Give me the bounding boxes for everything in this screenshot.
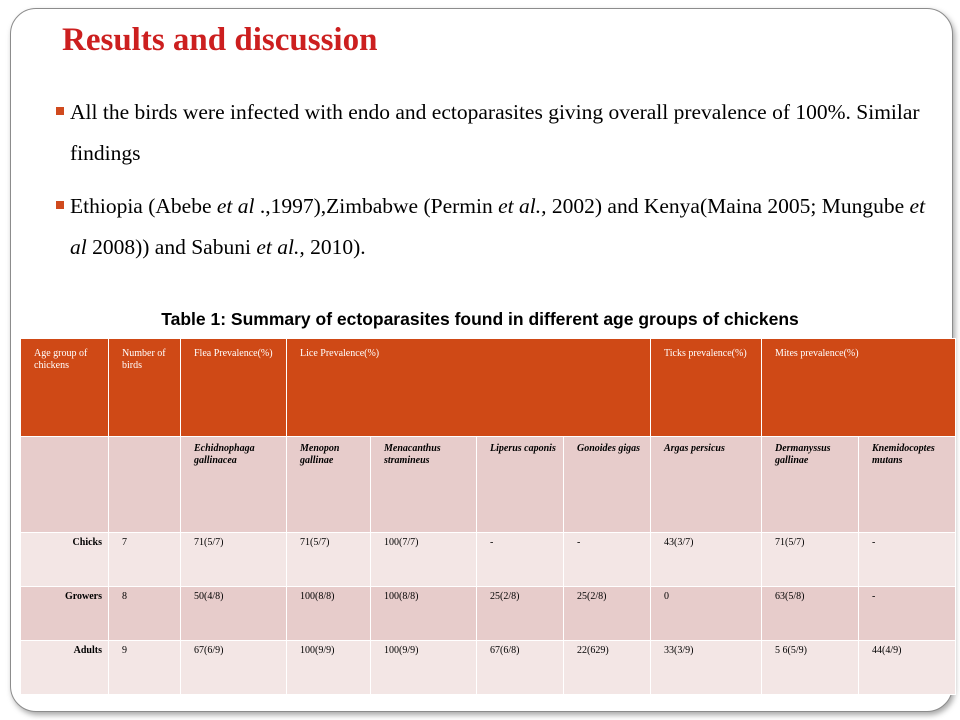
bird-count-cell: 8 (108, 586, 181, 641)
species-cell-empty (20, 436, 109, 533)
header-lice-prevalence: Lice Prevalence(%) (286, 338, 651, 437)
age-group-cell: Chicks (20, 532, 109, 587)
prevalence-cell: 71(5/7) (761, 532, 859, 587)
prevalence-cell: 25(2/8) (563, 586, 651, 641)
species-name: Menacanthus stramineus (370, 436, 477, 533)
species-name: Liperus caponis (476, 436, 564, 533)
bullet-item-2: Ethiopia (Abebe et al .,1997),Zimbabwe (… (40, 186, 945, 268)
prevalence-cell: 100(7/7) (370, 532, 477, 587)
table-caption: Table 1: Summary of ectoparasites found … (161, 309, 799, 329)
prevalence-cell: 67(6/8) (476, 640, 564, 695)
prevalence-cell: 44(4/9) (857, 640, 957, 695)
age-group-cell: Adults (20, 640, 109, 695)
prevalence-cell: 22(629) (563, 640, 651, 695)
bullet-text-part: Ethiopia (Abebe (70, 194, 217, 218)
prevalence-cell: 50(4/8) (180, 586, 287, 641)
bullet-item-1: All the birds were infected with endo an… (40, 92, 945, 174)
bullet-text: All the birds were infected with endo an… (70, 100, 920, 165)
citation-italic: et al., (498, 194, 547, 218)
citation-italic: et al., (256, 235, 305, 259)
table-row: Adults 9 67(6/9) 100(9/9) 100(9/9) 67(6/… (20, 640, 957, 695)
header-age-group: Age group of chickens (20, 338, 109, 437)
table-row: Growers 8 50(4/8) 100(8/8) 100(8/8) 25(2… (20, 586, 957, 641)
species-name: Gonoides gigas (563, 436, 651, 533)
prevalence-cell: 100(8/8) (286, 586, 371, 641)
square-bullet-icon (56, 201, 64, 209)
prevalence-cell: 71(5/7) (180, 532, 287, 587)
prevalence-cell: 100(9/9) (370, 640, 477, 695)
citation-italic: et al (70, 194, 926, 259)
species-name: Menopon gallinae (286, 436, 371, 533)
bullet-text-part: 2008)) and Sabuni (86, 235, 257, 259)
bullet-list: All the birds were infected with endo an… (40, 92, 945, 280)
species-name: Echidnophaga gallinacea (180, 436, 287, 533)
prevalence-cell: - (857, 532, 957, 587)
table-header-row: Age group of chickens Number of birds Fl… (20, 338, 957, 437)
prevalence-cell: 33(3/9) (650, 640, 762, 695)
square-bullet-icon (56, 107, 64, 115)
bullet-text-part: 2002) and Kenya(Maina 2005; Mungube (546, 194, 910, 218)
bullet-text-part: .,1997),Zimbabwe (Permin (254, 194, 499, 218)
prevalence-cell: 63(5/8) (761, 586, 859, 641)
slide-title: Results and discussion (62, 22, 378, 58)
header-flea-prevalence: Flea Prevalence(%) (180, 338, 287, 437)
prevalence-cell: 0 (650, 586, 762, 641)
age-group-cell: Growers (20, 586, 109, 641)
header-ticks-prevalence: Ticks prevalence(%) (650, 338, 762, 437)
prevalence-cell: 100(8/8) (370, 586, 477, 641)
prevalence-cell: 25(2/8) (476, 586, 564, 641)
header-mites-prevalence: Mites prevalence(%) (760, 338, 957, 437)
bird-count-cell: 7 (108, 532, 181, 587)
prevalence-cell: - (857, 586, 957, 641)
citation-italic: et al (216, 194, 255, 218)
table-row: Chicks 7 71(5/7) 71(5/7) 100(7/7) - - 43… (20, 532, 957, 587)
species-name: Argas persicus (650, 436, 762, 533)
species-name: Knemidocoptes mutans (857, 436, 957, 533)
prevalence-cell: 100(9/9) (286, 640, 371, 695)
table-species-row: Echidnophaga gallinacea Menopon gallinae… (20, 436, 957, 533)
prevalence-cell: - (476, 532, 564, 587)
bullet-text-part: 2010). (304, 235, 366, 259)
species-cell-empty (108, 436, 181, 533)
bird-count-cell: 9 (108, 640, 181, 695)
prevalence-cell: 67(6/9) (180, 640, 287, 695)
prevalence-cell: 5 6(5/9) (761, 640, 859, 695)
prevalence-cell: 71(5/7) (286, 532, 371, 587)
header-number-of-birds: Number of birds (108, 338, 181, 437)
prevalence-cell: 43(3/7) (650, 532, 762, 587)
species-name: Dermanyssus gallinae (761, 436, 859, 533)
prevalence-cell: - (563, 532, 651, 587)
ectoparasite-table: Age group of chickens Number of birds Fl… (20, 338, 957, 695)
